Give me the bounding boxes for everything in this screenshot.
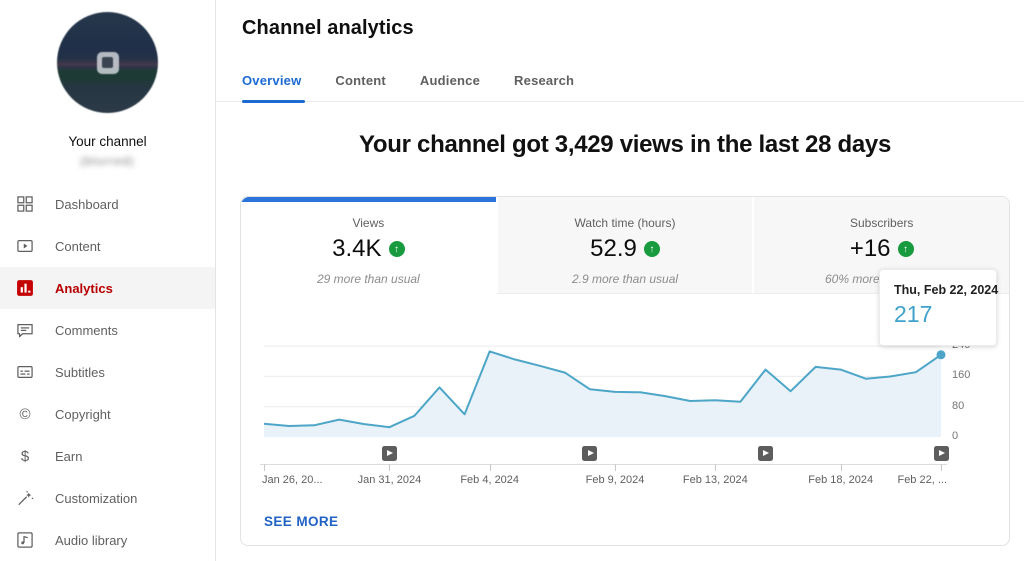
video-publish-marker-icon[interactable] xyxy=(757,446,773,461)
sidebar-item-label: Earn xyxy=(55,448,83,464)
x-axis-tick xyxy=(489,464,491,471)
channel-avatar[interactable] xyxy=(57,12,158,113)
sidebar-item-label: Content xyxy=(55,238,101,254)
x-axis-label: Feb 4, 2024 xyxy=(460,474,520,486)
metric-value: 3.4K xyxy=(241,235,496,263)
sidebar-item-label: Audio library xyxy=(55,532,128,548)
metric-label: Subscribers xyxy=(850,216,914,230)
see-more-link[interactable]: SEE MORE xyxy=(264,514,339,529)
video-publish-marker-icon[interactable] xyxy=(582,446,598,461)
dashboard-grid-icon xyxy=(15,194,35,214)
x-axis-tick xyxy=(264,464,265,471)
metric-value-text: 3.4K xyxy=(332,235,382,262)
tab-research[interactable]: Research xyxy=(514,73,575,88)
trend-up-icon xyxy=(388,241,405,257)
metric-label: Views xyxy=(352,216,385,230)
tab-overview[interactable]: Overview xyxy=(242,67,306,103)
music-note-icon xyxy=(15,530,35,550)
channel-avatar-logo-icon xyxy=(96,51,119,74)
y-axis-label: 160 xyxy=(952,369,971,382)
video-publish-marker-icon[interactable] xyxy=(933,446,949,461)
content-play-icon xyxy=(15,236,35,256)
sidebar-item-subtitles[interactable]: Subtitles xyxy=(0,351,215,393)
metric-tabs: Views 3.4K 29 more than usual Watch time… xyxy=(241,197,1009,294)
tooltip-value: 217 xyxy=(894,301,933,327)
sidebar-menu: Dashboard Content xyxy=(0,183,215,561)
metric-value-text: +16 xyxy=(849,235,891,262)
x-axis-tick xyxy=(389,464,391,471)
channel-name-blurred: (blurred) xyxy=(80,154,135,168)
copyright-icon: © xyxy=(19,405,31,423)
sidebar-item-label: Analytics xyxy=(55,280,113,296)
channel-label: Your channel xyxy=(68,134,147,149)
metric-trend: 2.9 more than usual xyxy=(571,272,679,286)
metric-label: Watch time (hours) xyxy=(574,216,676,230)
chart-tooltip: Thu, Feb 22, 2024 217 xyxy=(879,269,999,346)
sidebar-item-label: Comments xyxy=(55,322,118,338)
x-axis-label: Feb 22, ... xyxy=(897,474,947,486)
summary-headline: Your channel got 3,429 views in the last… xyxy=(358,131,892,158)
sidebar-item-label: Copyright xyxy=(55,406,111,422)
sidebar-item-earn[interactable]: $ Earn xyxy=(0,435,215,477)
x-axis-tick xyxy=(941,464,942,471)
x-axis-line xyxy=(260,464,947,465)
analytics-bars-icon xyxy=(15,278,35,298)
channel-box: Your channel (blurred) xyxy=(0,0,215,168)
views-area-chart[interactable] xyxy=(263,334,946,437)
metric-value: 52.9 xyxy=(498,235,753,263)
video-publish-marker-icon[interactable] xyxy=(381,446,397,461)
sidebar-item-customization[interactable]: Customization xyxy=(0,477,215,519)
trend-up-icon xyxy=(643,241,660,257)
sidebar: Your channel (blurred) Dashboard xyxy=(0,0,216,561)
x-axis-tick xyxy=(840,464,842,471)
wand-icon xyxy=(15,488,35,508)
metric-watch-time[interactable]: Watch time (hours) 52.9 2.9 more than us… xyxy=(495,197,753,294)
x-axis-tick xyxy=(715,464,717,471)
metric-trend: 29 more than usual xyxy=(316,272,420,286)
trend-up-icon xyxy=(897,241,914,257)
x-axis-label: Feb 9, 2024 xyxy=(585,474,645,486)
metric-value-text: 52.9 xyxy=(590,235,637,262)
sidebar-item-dashboard[interactable]: Dashboard xyxy=(0,183,215,225)
analytics-card: Views 3.4K 29 more than usual Watch time… xyxy=(240,196,1010,546)
sidebar-item-copyright[interactable]: © Copyright xyxy=(0,393,215,435)
tab-content[interactable]: Content xyxy=(335,73,386,88)
dollar-icon: $ xyxy=(20,447,30,465)
x-axis-tick xyxy=(615,464,616,471)
y-axis-label: 0 xyxy=(952,430,959,442)
tooltip-date: Thu, Feb 22, 2024 xyxy=(894,283,999,297)
x-axis-label: Jan 26, 20... xyxy=(262,474,323,486)
x-axis-label: Feb 18, 2024 xyxy=(808,474,874,486)
sidebar-item-label: Subtitles xyxy=(55,364,105,380)
subtitles-icon xyxy=(15,362,35,382)
main-content: Channel analytics Overview Content Audie… xyxy=(216,0,1024,561)
x-axis-label: Jan 31, 2024 xyxy=(357,474,422,486)
sidebar-item-label: Customization xyxy=(55,490,138,506)
sidebar-item-audio-library[interactable]: Audio library xyxy=(0,519,215,561)
sidebar-item-label: Dashboard xyxy=(55,196,119,212)
sidebar-item-comments[interactable]: Comments xyxy=(0,309,215,351)
y-axis-label: 80 xyxy=(952,399,965,412)
sidebar-item-content[interactable]: Content xyxy=(0,225,215,267)
sidebar-item-analytics[interactable]: Analytics xyxy=(0,267,215,309)
x-axis-label: Feb 13, 2024 xyxy=(682,474,748,486)
comments-bubble-icon xyxy=(15,320,35,340)
tab-audience[interactable]: Audience xyxy=(419,73,481,88)
page-title: Channel analytics xyxy=(242,17,414,39)
analytics-tabs: Overview Content Audience Research xyxy=(216,67,1024,103)
metric-views[interactable]: Views 3.4K 29 more than usual xyxy=(241,197,496,294)
metric-value: +16 xyxy=(754,235,1009,263)
